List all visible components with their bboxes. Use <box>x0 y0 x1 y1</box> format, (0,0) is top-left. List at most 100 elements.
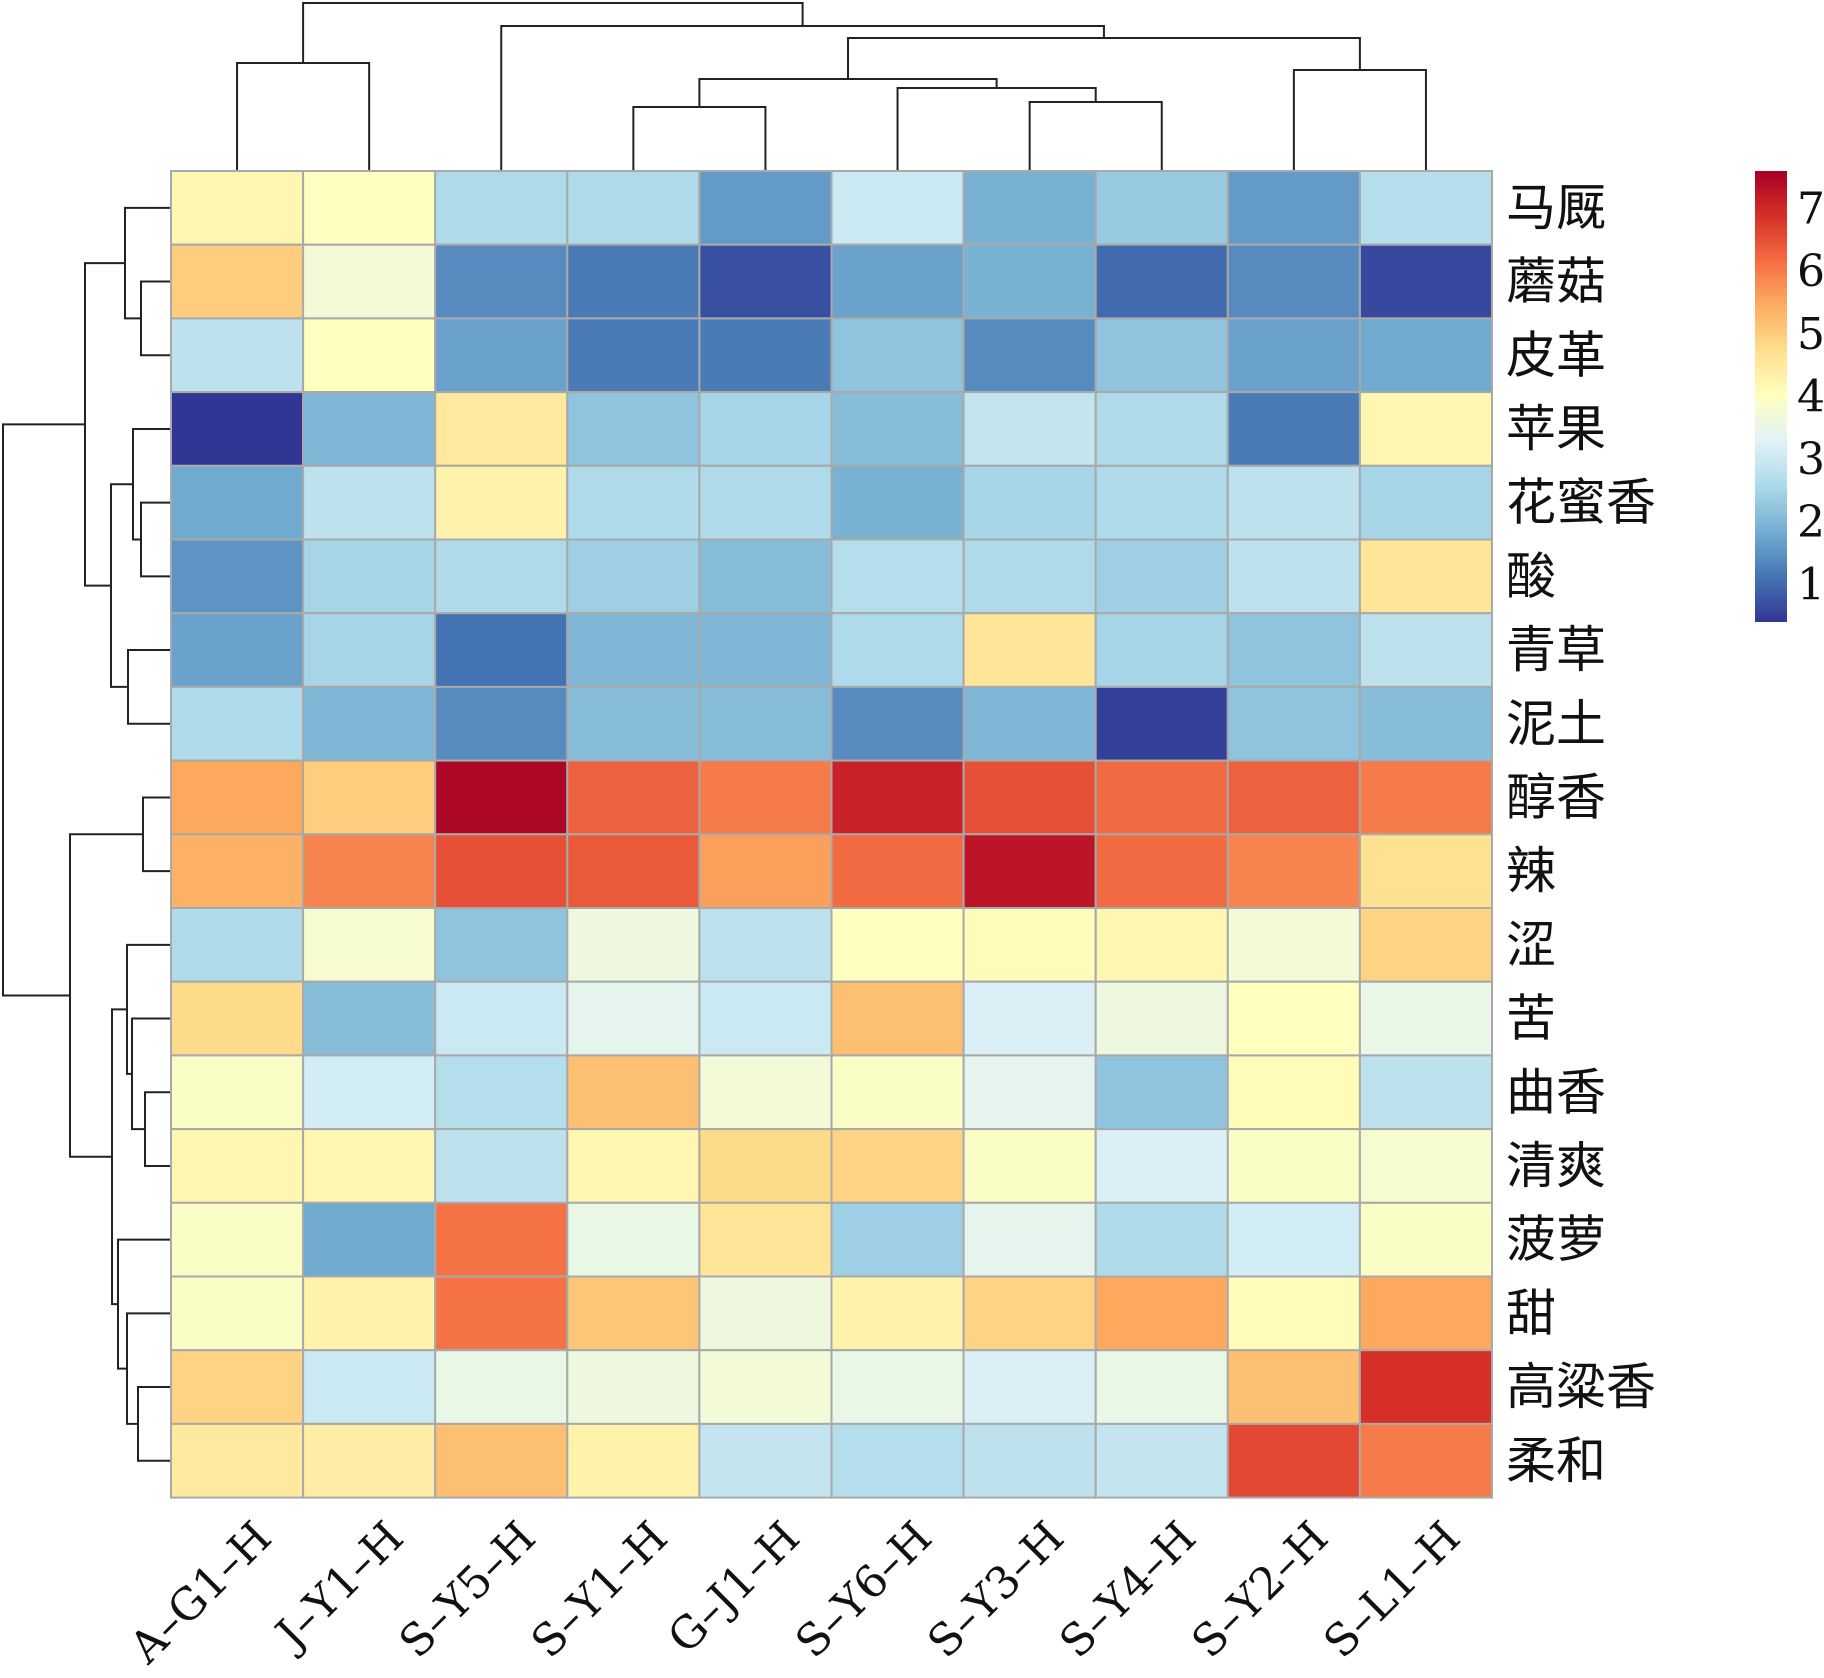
heatmap-cell <box>830 1422 965 1499</box>
column-label: S–L1–H <box>1314 1512 1470 1668</box>
heatmap-cell <box>698 317 833 394</box>
dendrogram-branch <box>896 87 1097 171</box>
heatmap-cell <box>830 1349 965 1425</box>
legend-tick-label: 5 <box>1797 309 1824 360</box>
column-label: J–Y1–H <box>264 1512 414 1662</box>
heatmap-cell <box>1226 1422 1361 1499</box>
heatmap-cell <box>1226 980 1361 1057</box>
dendrogram-branch <box>1028 101 1163 171</box>
heatmap-cell <box>170 980 305 1057</box>
heatmap-cell <box>962 1054 1097 1131</box>
legend-tick-label: 7 <box>1797 184 1824 235</box>
heatmap-cell <box>302 980 437 1057</box>
heatmap-cell <box>302 1201 437 1278</box>
heatmap-cell <box>170 170 305 246</box>
heatmap-cell <box>1358 1201 1494 1278</box>
column-label: S–Y3–H <box>918 1512 1074 1668</box>
heatmap-cell <box>1226 1054 1361 1131</box>
heatmap-cell <box>1358 170 1494 246</box>
heatmap-cell <box>698 1422 833 1499</box>
heatmap-cell <box>170 907 305 983</box>
heatmap-cell <box>830 1275 965 1352</box>
row-label: 醇香 <box>1506 769 1606 827</box>
heatmap-cell <box>830 980 965 1057</box>
heatmap-cell <box>1094 1422 1229 1499</box>
heatmap-cell <box>962 612 1097 688</box>
heatmap-cell <box>302 317 437 394</box>
heatmap-cell <box>962 391 1097 467</box>
heatmap-cell <box>962 464 1097 541</box>
dendrogram-branch <box>302 2 804 63</box>
heatmap-cell <box>1358 317 1494 394</box>
heatmap-cell <box>1226 833 1361 909</box>
dendrogram-branch <box>140 280 171 357</box>
heatmap-cell <box>434 464 569 541</box>
heatmap-cell <box>698 1054 833 1131</box>
heatmap-cell <box>1094 1128 1229 1204</box>
heatmap-cell <box>302 612 437 688</box>
heatmap-cell <box>1094 685 1229 762</box>
heatmap-cell <box>1358 538 1494 615</box>
row-label: 苦 <box>1506 990 1556 1048</box>
heatmap-cell <box>170 1275 305 1352</box>
heatmap-cell <box>962 243 1097 320</box>
heatmap-cell <box>698 759 833 836</box>
heatmap-cell <box>1358 907 1494 983</box>
heatmap-cell <box>170 1201 305 1278</box>
heatmap-cell <box>962 317 1097 394</box>
heatmap-cell <box>1094 538 1229 615</box>
heatmap-cell <box>1358 759 1494 836</box>
heatmap-cell <box>1226 612 1361 688</box>
row-label: 酸 <box>1506 547 1556 605</box>
legend-tick-label: 6 <box>1797 246 1824 297</box>
heatmap-cell <box>566 243 701 320</box>
dendrogram-branch <box>126 943 171 1075</box>
heatmap-cell <box>1226 538 1361 615</box>
dendrogram-branch <box>110 483 133 688</box>
row-label: 清爽 <box>1506 1137 1606 1195</box>
dendrogram-branch <box>124 206 171 320</box>
heatmap-cell <box>434 612 569 688</box>
heatmap-cell <box>566 1349 701 1425</box>
heatmap-cell <box>1094 1349 1229 1425</box>
heatmap-cell <box>962 1128 1097 1204</box>
heatmap-cell <box>1094 980 1229 1057</box>
heatmap-cell <box>170 391 305 467</box>
heatmap-cell <box>434 685 569 762</box>
heatmap-cell <box>1358 464 1494 541</box>
row-label: 青草 <box>1506 621 1606 679</box>
heatmap-cell <box>698 243 833 320</box>
heatmap-cell <box>566 1128 701 1204</box>
heatmap-cell <box>1358 980 1494 1057</box>
dendrogram-branch <box>236 62 371 171</box>
row-label: 马厩 <box>1506 179 1606 237</box>
heatmap-cell <box>434 1275 569 1352</box>
heatmap-cell <box>830 1054 965 1131</box>
heatmap-cell <box>698 391 833 467</box>
heatmap-cell <box>962 170 1097 246</box>
heatmap-cell <box>1226 317 1361 394</box>
heatmap-cell <box>566 464 701 541</box>
heatmap-cell <box>566 612 701 688</box>
heatmap-cell <box>1094 170 1229 246</box>
column-label: S–Y2–H <box>1182 1512 1338 1668</box>
heatmap-cell <box>434 907 569 983</box>
heatmap-cell <box>962 538 1097 615</box>
dendrogram-branch <box>142 796 171 873</box>
heatmap-cell <box>1226 1349 1361 1425</box>
heatmap-cell <box>1094 464 1229 541</box>
legend-tick-label: 2 <box>1797 497 1824 548</box>
dendrogram-branch <box>111 1008 127 1306</box>
heatmap-cell <box>170 243 305 320</box>
row-label: 辣 <box>1506 842 1556 900</box>
dendrogram-branch <box>132 427 171 541</box>
row-label: 泥土 <box>1506 695 1606 753</box>
heatmap-cell <box>698 464 833 541</box>
heatmap-cell <box>698 1201 833 1278</box>
heatmap-cell <box>302 759 437 836</box>
heatmap-cell <box>170 1054 305 1131</box>
heatmap-cell <box>1226 391 1361 467</box>
color-legend-bar <box>1755 171 1787 622</box>
heatmap-cell <box>1094 1201 1229 1278</box>
heatmap-cell <box>434 759 569 836</box>
